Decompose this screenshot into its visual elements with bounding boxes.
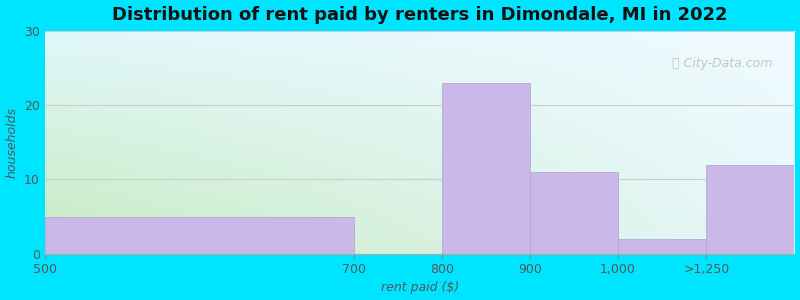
Y-axis label: households: households bbox=[6, 107, 18, 178]
X-axis label: rent paid ($): rent paid ($) bbox=[381, 281, 458, 294]
Bar bbox=[45, 217, 354, 254]
Text: ⓘ City-Data.com: ⓘ City-Data.com bbox=[671, 58, 772, 70]
Bar bbox=[442, 83, 530, 254]
Title: Distribution of rent paid by renters in Dimondale, MI in 2022: Distribution of rent paid by renters in … bbox=[112, 6, 727, 24]
Bar bbox=[618, 239, 706, 254]
Bar bbox=[530, 172, 618, 254]
Bar bbox=[706, 165, 794, 254]
